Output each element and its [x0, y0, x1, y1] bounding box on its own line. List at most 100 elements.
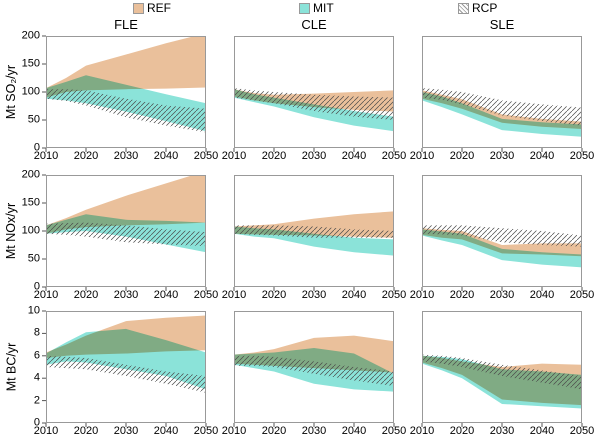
y-tick-label: 100 [21, 224, 40, 237]
rcp-band [46, 355, 206, 393]
y-tick-label: 150 [21, 196, 40, 209]
panel-nox-sle [421, 175, 583, 291]
y-tick-label: 8 [33, 326, 40, 339]
x-tick-label: 2050 [381, 425, 407, 437]
legend-item-ref: REF [133, 1, 171, 15]
x-tick-label: 2010 [33, 289, 59, 301]
column-title-sle: SLE [489, 17, 515, 32]
x-tick-label: 2020 [261, 425, 287, 437]
x-tick-labels-bc-fle: 2010 2020 2030 2040 2050 [34, 423, 218, 439]
panel-nox-fle [42, 174, 207, 291]
chart-grid: FLE CLE SLE Mt SO₂/yr 0 50 100 150 200 2010 2… [2, 16, 594, 439]
rcp-band [234, 225, 394, 238]
x-tick-label: 2040 [529, 289, 555, 301]
panel-so2-fle [42, 35, 207, 152]
column-title-fle: FLE [114, 17, 138, 32]
x-tick-label: 2050 [193, 150, 219, 162]
mit-band [422, 355, 582, 409]
x-tick-label: 2020 [261, 150, 287, 162]
x-tick-label: 2010 [221, 150, 247, 162]
x-tick-label: 2050 [193, 425, 219, 437]
x-tick-labels-so2-fle: 2010 2020 2030 2040 2050 [34, 148, 218, 175]
rcp-band [422, 225, 582, 247]
x-tick-label: 2010 [221, 289, 247, 301]
x-tick-label: 2050 [569, 150, 595, 162]
legend-item-rcp: RCP [458, 1, 497, 15]
y-axis-label-bc: Mt BC/yr [4, 342, 19, 392]
panel-bc-cle [233, 311, 395, 427]
y-tick-label: 50 [27, 252, 40, 265]
y-tick-label: 0 [33, 416, 40, 429]
x-tick-label: 2040 [341, 425, 367, 437]
rcp-band [234, 355, 394, 387]
x-tick-label: 2030 [113, 425, 139, 437]
y-tick-label: 2 [33, 394, 40, 407]
x-tick-label: 2030 [489, 425, 515, 437]
x-tick-label: 2010 [33, 150, 59, 162]
x-tick-label: 2010 [33, 425, 59, 437]
column-title-cle: CLE [301, 17, 327, 32]
legend-label-ref: REF [147, 1, 171, 15]
rcp-hatch-swatch-icon [458, 2, 469, 14]
x-tick-label: 2020 [261, 289, 287, 301]
x-tick-labels-nox-cle: 2010 2020 2030 2040 2050 [222, 287, 406, 311]
x-tick-labels-so2-cle: 2010 2020 2030 2040 2050 [222, 148, 406, 175]
y-tick-label: 4 [33, 371, 40, 384]
legend-label-rcp: RCP [472, 1, 498, 15]
y-tick-labels-nox: 0 50 100 150 200 [20, 169, 46, 292]
x-tick-label: 2040 [153, 425, 179, 437]
x-tick-label: 2040 [153, 150, 179, 162]
x-tick-label: 2010 [409, 425, 435, 437]
rcp-band [46, 222, 206, 247]
x-tick-label: 2030 [301, 289, 327, 301]
x-tick-label: 2040 [153, 289, 179, 301]
x-tick-label: 2030 [301, 150, 327, 162]
x-tick-label: 2020 [449, 425, 475, 437]
legend-item-mit: MIT [299, 1, 334, 15]
panel-bc-fle [42, 310, 207, 427]
y-axis-label-bc-cell: Mt BC/yr [2, 311, 20, 423]
mit-swatch-icon [299, 2, 310, 14]
x-tick-labels-bc-sle: 2010 2020 2030 2040 2050 [410, 423, 594, 439]
y-axis-label-so2-cell: Mt SO₂/yr [2, 36, 20, 148]
x-tick-label: 2030 [113, 289, 139, 301]
x-tick-label: 2020 [73, 150, 99, 162]
y-tick-labels-bc: 0 2 4 6 8 10 [20, 305, 46, 428]
x-tick-label: 2010 [221, 425, 247, 437]
panel-so2-sle [421, 36, 583, 152]
y-tick-label: 100 [21, 85, 40, 98]
rcp-band [422, 88, 582, 126]
x-tick-label: 2010 [409, 150, 435, 162]
x-tick-label: 2050 [193, 289, 219, 301]
x-tick-label: 2030 [301, 425, 327, 437]
x-tick-label: 2050 [569, 425, 595, 437]
x-tick-label: 2040 [529, 150, 555, 162]
y-tick-label: 0 [33, 141, 40, 154]
mit-band [422, 229, 582, 268]
x-tick-labels-nox-fle: 2010 2020 2030 2040 2050 [34, 287, 218, 311]
rcp-band [422, 354, 582, 390]
rcp-band [234, 88, 394, 120]
x-tick-label: 2050 [569, 289, 595, 301]
y-axis-label-so2: Mt SO₂/yr [4, 64, 19, 120]
y-axis-label-nox-cell: Mt NOx/yr [2, 175, 20, 287]
x-tick-labels-so2-sle: 2010 2020 2030 2040 2050 [410, 148, 594, 175]
x-tick-label: 2050 [381, 150, 407, 162]
x-tick-label: 2010 [409, 289, 435, 301]
rcp-band [46, 89, 206, 133]
y-tick-label: 0 [33, 280, 40, 293]
x-tick-label: 2050 [381, 289, 407, 301]
x-tick-labels-nox-sle: 2010 2020 2030 2040 2050 [410, 287, 594, 311]
panel-bc-sle [421, 311, 583, 427]
y-tick-label: 150 [21, 57, 40, 70]
x-tick-labels-bc-cle: 2010 2020 2030 2040 2050 [222, 423, 406, 439]
x-tick-label: 2020 [73, 425, 99, 437]
panel-nox-cle [233, 175, 395, 291]
y-tick-label: 200 [21, 29, 40, 42]
y-axis-label-nox: Mt NOx/yr [4, 202, 18, 260]
legend-label-mit: MIT [313, 1, 334, 15]
x-tick-label: 2030 [489, 150, 515, 162]
x-tick-label: 2020 [73, 289, 99, 301]
x-tick-label: 2030 [113, 150, 139, 162]
